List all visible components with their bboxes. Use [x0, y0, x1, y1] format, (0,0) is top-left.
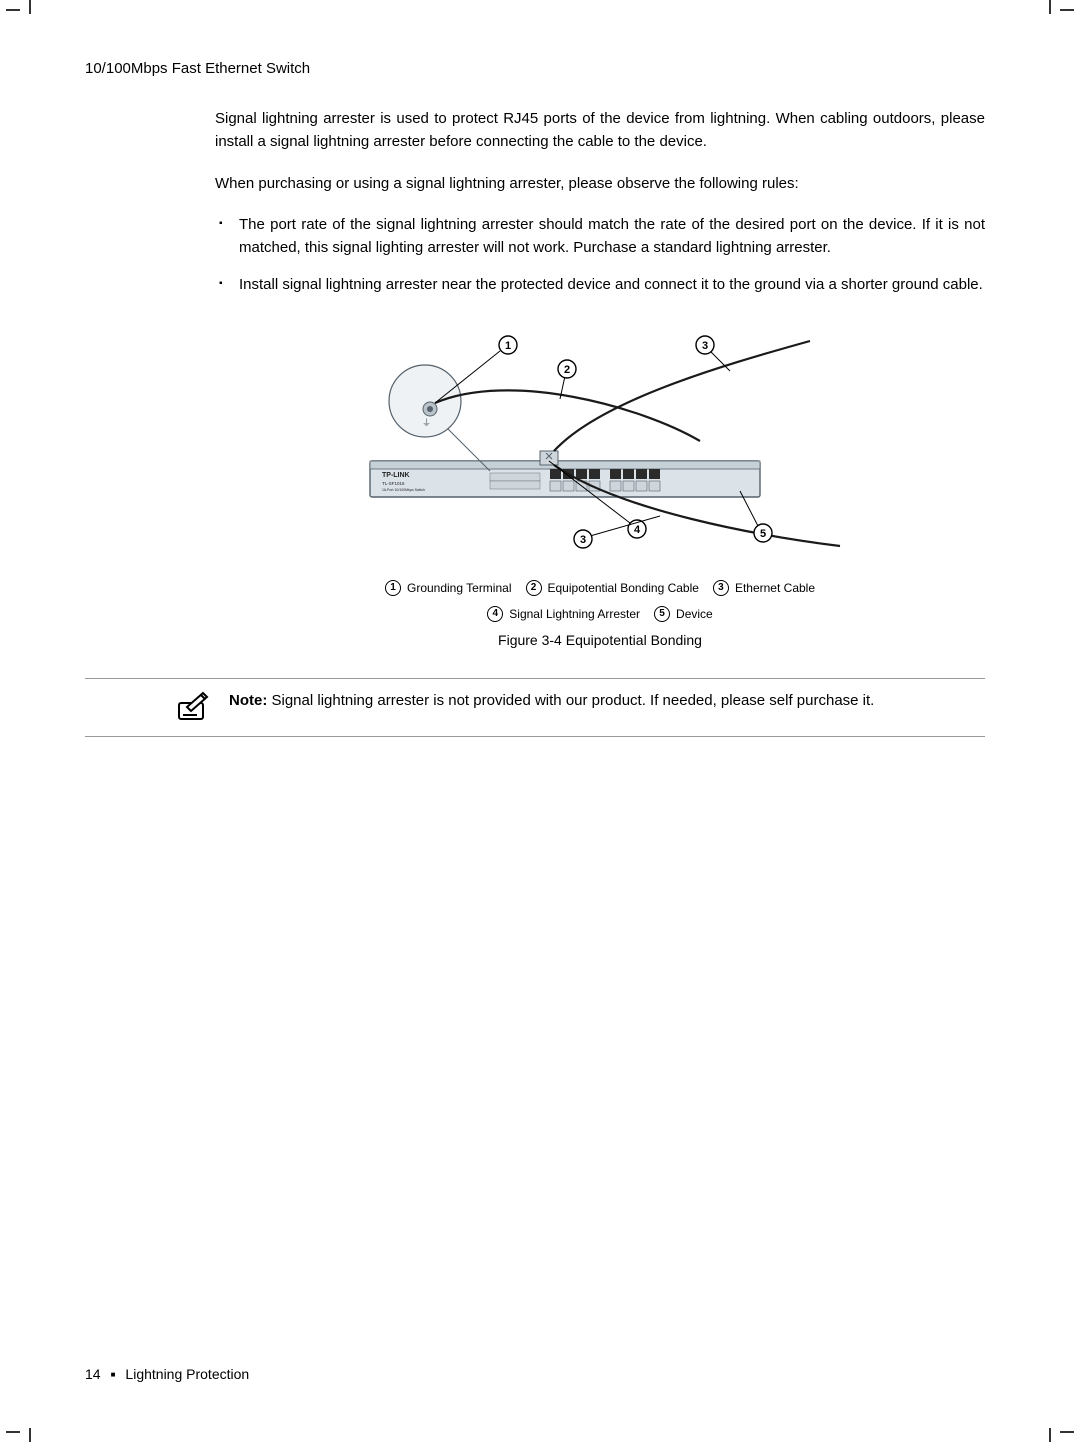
paragraph: Signal lightning arrester is used to pro…	[215, 107, 985, 154]
footer-separator-icon: ■	[111, 1370, 116, 1379]
device-model: TL-SF1016	[382, 481, 405, 486]
device-sub: 16-Port 10/100Mbps Switch	[382, 488, 425, 492]
callout-5: 5	[760, 528, 766, 540]
callout-3b: 3	[580, 534, 586, 546]
note-body: Signal lightning arrester is not provide…	[267, 692, 874, 709]
legend-item: 3 Ethernet Cable	[713, 580, 815, 596]
callout-3a: 3	[702, 340, 708, 352]
legend-label: Ethernet Cable	[735, 581, 815, 595]
legend-num-icon: 3	[713, 580, 729, 596]
page-number: 14	[85, 1366, 101, 1382]
legend-item: 4 Signal Lightning Arrester	[487, 606, 640, 622]
bullet-item: The port rate of the signal lightning ar…	[215, 213, 985, 260]
figure-diagram: TP-LINK TL-SF1016 16-Port 10/100Mbps Swi…	[340, 311, 860, 566]
legend-num-icon: 5	[654, 606, 670, 622]
legend-item: 2 Equipotential Bonding Cable	[526, 580, 699, 596]
legend-label: Equipotential Bonding Cable	[548, 581, 699, 595]
svg-text:⏚: ⏚	[422, 418, 431, 428]
legend-item: 5 Device	[654, 606, 713, 622]
callout-2: 2	[564, 364, 570, 376]
note-icon	[175, 689, 211, 726]
callout-4: 4	[634, 524, 641, 536]
body-text: Signal lightning arrester is used to pro…	[215, 107, 985, 297]
bullet-item: Install signal lightning arrester near t…	[215, 273, 985, 296]
figure: TP-LINK TL-SF1016 16-Port 10/100Mbps Swi…	[215, 311, 985, 648]
note-block: Note: Signal lightning arrester is not p…	[85, 678, 985, 737]
paragraph: When purchasing or using a signal lightn…	[215, 172, 985, 195]
figure-caption: Figure 3-4 Equipotential Bonding	[215, 632, 985, 648]
footer-section: Lightning Protection	[125, 1366, 249, 1382]
legend-num-icon: 1	[385, 580, 401, 596]
page: 10/100Mbps Fast Ethernet Switch Signal l…	[0, 0, 1080, 1442]
note-text: Note: Signal lightning arrester is not p…	[229, 689, 985, 712]
bullet-list: The port rate of the signal lightning ar…	[215, 213, 985, 297]
legend-label: Signal Lightning Arrester	[509, 607, 640, 621]
page-footer: 14 ■ Lightning Protection	[85, 1366, 249, 1382]
legend-num-icon: 4	[487, 606, 503, 622]
legend-label: Grounding Terminal	[407, 581, 512, 595]
device-brand: TP-LINK	[382, 472, 410, 479]
legend-num-icon: 2	[526, 580, 542, 596]
running-header: 10/100Mbps Fast Ethernet Switch	[85, 60, 995, 77]
note-label: Note:	[229, 692, 267, 709]
callout-1: 1	[505, 340, 511, 352]
figure-legend: 1 Grounding Terminal 2 Equipotential Bon…	[340, 580, 860, 622]
legend-label: Device	[676, 607, 713, 621]
legend-item: 1 Grounding Terminal	[385, 580, 512, 596]
